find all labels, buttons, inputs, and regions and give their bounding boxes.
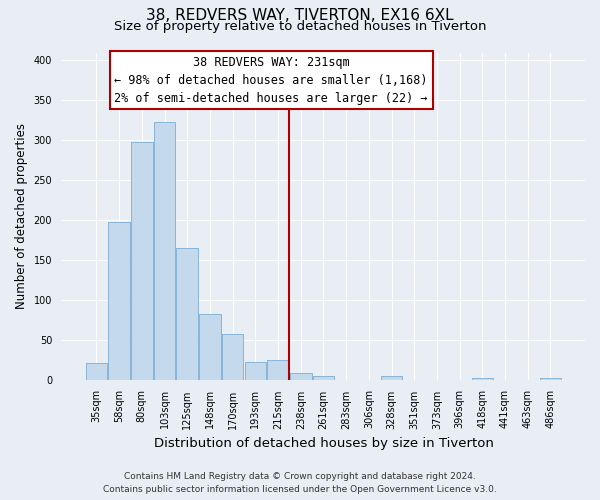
Bar xyxy=(472,378,493,380)
Text: Contains HM Land Registry data © Crown copyright and database right 2024.
Contai: Contains HM Land Registry data © Crown c… xyxy=(103,472,497,494)
Bar xyxy=(222,334,244,380)
Bar xyxy=(86,363,107,380)
Text: Size of property relative to detached houses in Tiverton: Size of property relative to detached ho… xyxy=(114,20,486,33)
Bar xyxy=(245,362,266,380)
Bar xyxy=(199,314,221,380)
Y-axis label: Number of detached properties: Number of detached properties xyxy=(15,123,28,309)
Bar xyxy=(381,376,403,380)
Text: 38, REDVERS WAY, TIVERTON, EX16 6XL: 38, REDVERS WAY, TIVERTON, EX16 6XL xyxy=(146,8,454,22)
Bar xyxy=(176,248,198,380)
Bar xyxy=(539,378,561,380)
Bar xyxy=(267,360,289,380)
Bar xyxy=(131,142,152,380)
Text: 38 REDVERS WAY: 231sqm
← 98% of detached houses are smaller (1,168)
2% of semi-d: 38 REDVERS WAY: 231sqm ← 98% of detached… xyxy=(115,56,428,105)
Bar xyxy=(109,222,130,380)
Bar xyxy=(313,376,334,380)
Bar xyxy=(290,373,311,380)
X-axis label: Distribution of detached houses by size in Tiverton: Distribution of detached houses by size … xyxy=(154,437,493,450)
Bar xyxy=(154,122,175,380)
